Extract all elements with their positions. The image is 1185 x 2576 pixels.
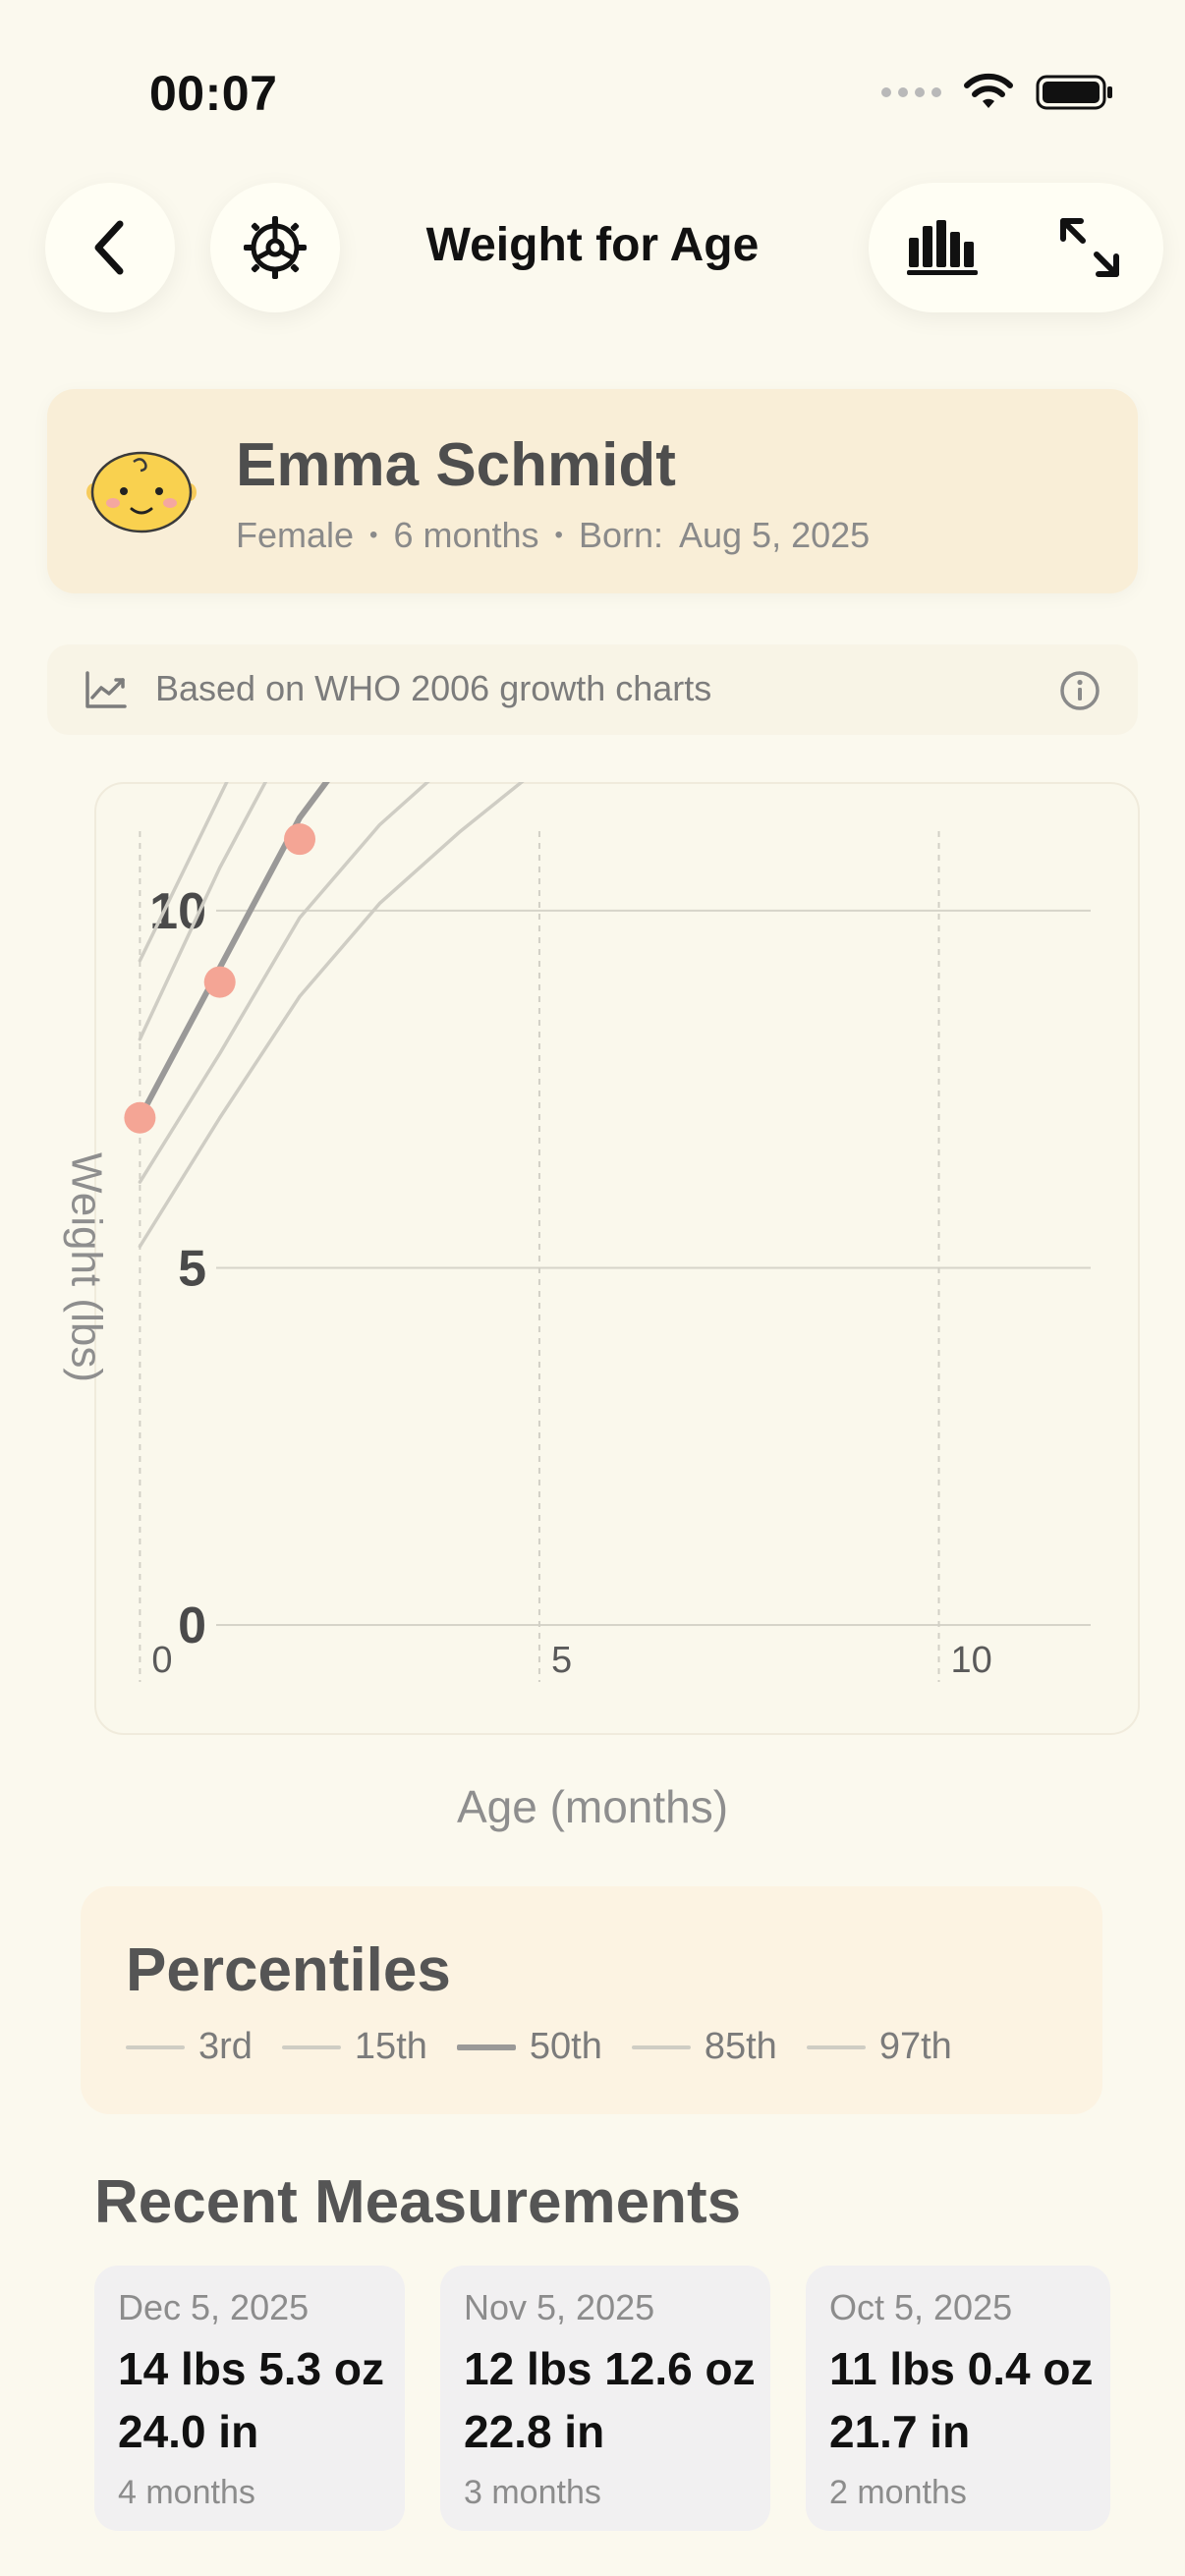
measurement-card[interactable]: Dec 5, 2025 14 lbs 5.3 oz 24.0 in 4 mont… [94,2266,405,2531]
chart-view-button[interactable] [888,194,996,302]
patient-sex: Female [236,515,355,555]
y-tick-label: 5 [178,1240,206,1297]
expand-button[interactable] [1036,194,1144,302]
chart-card[interactable] [94,782,1140,1735]
recent-measurements-title: Recent Measurements [94,2168,742,2236]
patient-name: Emma Schmidt [236,431,676,499]
legend-swatch [631,2044,691,2049]
measurement-card[interactable]: Nov 5, 2025 12 lbs 12.6 oz 22.8 in 3 mon… [440,2266,770,2531]
patient-age: 6 months [393,515,539,555]
percentile-curves [137,782,525,1249]
legend-card [81,1886,1102,2114]
measurement-weight: 14 lbs 5.3 oz [118,2343,385,2394]
measurement-weight: 11 lbs 0.4 oz [829,2343,1094,2394]
info-banner [47,644,1138,735]
toolbar-pill [869,183,1163,312]
gear-icon [244,216,307,279]
measurement-point [203,966,236,998]
legend-item-3rd: 3rd [126,2026,253,2068]
separator-dot: • [369,522,378,548]
baby-face-icon [86,451,197,533]
svg-text:Weight (lbs): Weight (lbs) [62,1152,110,1382]
patient-meta: Female • 6 months • Born: Aug 5, 2025 [236,515,870,556]
legend-item-50th: 50th [456,2026,602,2068]
legend-item-97th: 97th [806,2026,952,2068]
legend-swatch [281,2044,341,2049]
chevron-left-icon [94,220,124,275]
trend-chart-icon [85,671,127,708]
measurement-weight: 12 lbs 12.6 oz [464,2343,756,2394]
growth-chart[interactable]: 0 5 10 0 5 10 [0,0,1185,1768]
legend-swatch [806,2044,866,2049]
percentile-line-15th [138,782,430,1184]
x-tick-label: 0 [151,1640,172,1681]
legend-item-85th: 85th [631,2026,777,2068]
status-icons [881,73,1114,112]
legend-title: Percentiles [126,1936,451,2004]
page-title: Weight for Age [425,219,760,271]
info-text: Based on WHO 2006 growth charts [155,668,712,708]
measurement-length: 22.8 in [464,2406,605,2457]
battery-icon [1036,75,1112,110]
born-label: Born: [578,515,663,555]
percentile-line-3rd [138,782,525,1249]
measurement-age: 4 months [118,2474,255,2511]
percentile-line-97th [138,782,229,963]
x-axis-label: Age (months) [456,1781,729,1832]
measurement-age: 2 months [829,2474,967,2511]
measurement-date: Dec 5, 2025 [118,2287,310,2327]
measurement-date: Oct 5, 2025 [829,2287,1013,2327]
legend-label: 50th [529,2026,602,2067]
legend-item-15th: 15th [281,2026,427,2068]
x-tick-label: 10 [951,1640,992,1681]
x-tick-label: 5 [551,1640,572,1681]
y-tick-label: 0 [178,1597,206,1654]
patient-card[interactable] [47,389,1138,593]
measurement-date: Nov 5, 2025 [464,2287,655,2327]
measurement-point [284,823,316,856]
measurement-length: 24.0 in [118,2406,259,2457]
bar-chart-icon [907,220,978,275]
legend-swatch [126,2044,185,2049]
born-date: Aug 5, 2025 [678,515,871,555]
legend-swatch [456,2044,516,2050]
settings-button[interactable] [210,183,340,312]
legend-label: 3rd [198,2026,253,2067]
percentile-line-85th [138,782,268,1041]
measurement-card[interactable]: Oct 5, 2025 11 lbs 0.4 oz 21.7 in 2 mont… [806,2266,1110,2531]
wifi-icon [964,73,1013,108]
measurement-point [124,1101,156,1134]
y-tick-label: 10 [149,883,206,940]
legend-label: 97th [878,2026,952,2067]
y-axis-label: Weight (lbs) [62,1152,110,1382]
measurement-age: 3 months [464,2474,601,2511]
signal-dots-icon [881,87,941,97]
separator-dot: • [554,522,563,548]
back-button[interactable] [45,183,175,312]
legend-row: 3rd 15th 50th 85th 97th [126,2026,952,2068]
measurement-length: 21.7 in [829,2406,971,2457]
info-icon[interactable] [1059,670,1100,711]
percentile-line-50th [137,782,330,1121]
legend-label: 15th [354,2026,427,2067]
status-time: 00:07 [149,66,278,121]
expand-arrows-icon [1060,218,1119,277]
legend-label: 85th [704,2026,777,2067]
